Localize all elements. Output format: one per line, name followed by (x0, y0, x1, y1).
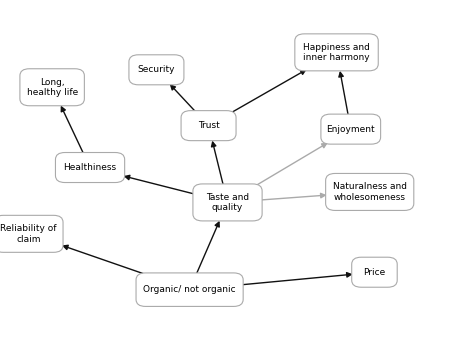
FancyBboxPatch shape (136, 273, 243, 306)
Text: Reliability of
claim: Reliability of claim (0, 224, 57, 244)
Text: Long,
healthy life: Long, healthy life (27, 77, 78, 97)
FancyBboxPatch shape (20, 69, 84, 106)
Text: Price: Price (364, 268, 385, 277)
FancyBboxPatch shape (0, 215, 63, 252)
Text: Happiness and
inner harmony: Happiness and inner harmony (303, 43, 370, 62)
Text: Enjoyment: Enjoyment (327, 125, 375, 134)
FancyBboxPatch shape (326, 173, 414, 210)
Text: Trust: Trust (198, 121, 219, 130)
Text: Organic/ not organic: Organic/ not organic (143, 285, 236, 294)
Text: Naturalness and
wholesomeness: Naturalness and wholesomeness (333, 182, 407, 202)
Text: Taste and
quality: Taste and quality (206, 193, 249, 212)
FancyBboxPatch shape (352, 257, 397, 287)
Text: Healthiness: Healthiness (64, 163, 117, 172)
FancyBboxPatch shape (181, 111, 236, 141)
FancyBboxPatch shape (55, 153, 125, 183)
FancyBboxPatch shape (295, 34, 378, 71)
Text: Security: Security (137, 65, 175, 74)
FancyBboxPatch shape (129, 55, 184, 85)
FancyBboxPatch shape (193, 184, 262, 221)
FancyBboxPatch shape (321, 114, 381, 144)
